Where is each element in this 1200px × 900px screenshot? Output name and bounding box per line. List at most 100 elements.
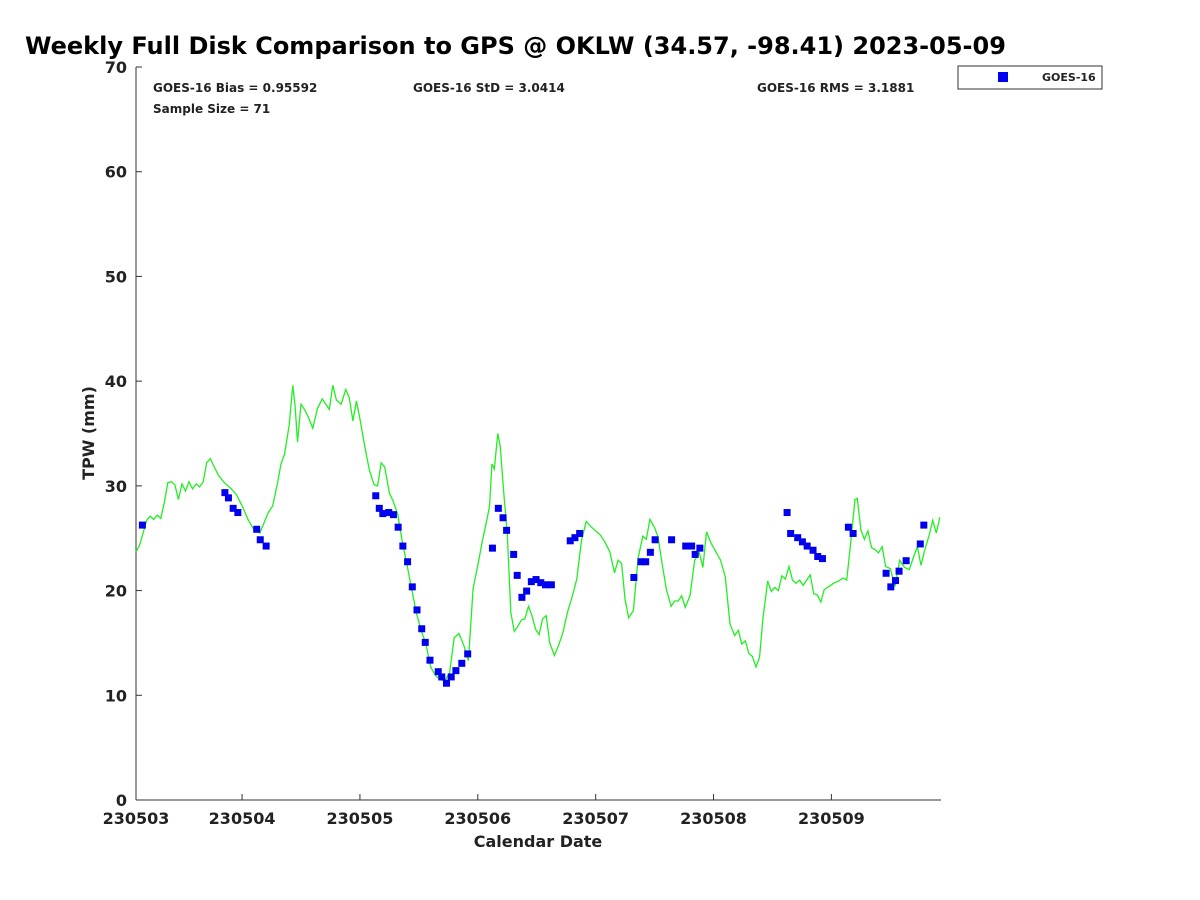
goes16-data-point — [566, 537, 574, 545]
y-tick-label: 60 — [105, 163, 127, 182]
goes16-data-point — [442, 679, 450, 687]
goes16-data-point — [818, 555, 826, 563]
goes16-data-point — [651, 536, 659, 544]
plot-axes — [135, 67, 941, 801]
sample-size-stat: Sample Size = 71 — [153, 102, 270, 116]
goes16-data-point — [418, 625, 426, 633]
goes16-data-point — [447, 673, 455, 681]
goes16-data-point — [532, 576, 540, 584]
goes16-data-point — [399, 542, 407, 550]
goes16-data-point — [253, 525, 261, 533]
goes16-data-point — [385, 509, 393, 517]
std-stat: GOES-16 StD = 3.0414 — [413, 81, 565, 95]
goes16-data-point — [488, 544, 496, 552]
x-axis-label: Calendar Date — [474, 832, 603, 851]
goes16-data-point — [234, 509, 242, 517]
legend-label: GOES-16 — [1042, 71, 1096, 84]
goes16-data-point — [541, 581, 549, 589]
goes16-data-point — [527, 578, 535, 586]
goes16-data-point — [518, 593, 526, 601]
goes16-data-point — [637, 558, 645, 566]
goes16-data-point — [503, 526, 511, 534]
goes16-data-point — [646, 548, 654, 556]
goes16-data-point — [421, 638, 429, 646]
goes16-data-point — [438, 673, 446, 681]
goes16-data-point — [537, 579, 545, 587]
goes16-data-point — [394, 523, 402, 531]
goes16-data-point — [494, 504, 502, 512]
goes16-data-point — [523, 587, 531, 595]
goes16-data-point — [375, 504, 383, 512]
goes16-data-point — [696, 544, 704, 552]
y-tick-label: 0 — [116, 791, 127, 810]
goes16-data-point — [229, 504, 237, 512]
goes16-data-point — [630, 573, 638, 581]
x-axis-ticks: 230503 230504 230505 230506 230507 230508 2305… — [103, 794, 865, 828]
goes16-data-point — [668, 536, 676, 544]
goes16-data-point — [372, 492, 380, 500]
goes16-data-point — [499, 514, 507, 522]
goes16-data-point — [224, 494, 232, 502]
goes16-data-point — [794, 534, 802, 542]
goes16-data-point — [452, 667, 460, 675]
x-tick-label: 230504 — [209, 809, 276, 828]
goes16-data-point — [916, 540, 924, 548]
x-tick-label: 230509 — [798, 809, 865, 828]
goes16-data-point — [389, 511, 397, 519]
x-tick-label: 230507 — [562, 809, 629, 828]
goes16-data-point — [895, 567, 903, 575]
goes16-data-point — [404, 558, 412, 566]
x-tick-label: 230503 — [103, 809, 170, 828]
x-tick-label: 230506 — [444, 809, 511, 828]
legend-box — [957, 65, 1103, 90]
goes16-data-point — [783, 509, 791, 517]
goes16-data-point — [682, 542, 690, 550]
goes16-data-point — [902, 557, 910, 565]
goes16-data-point — [413, 606, 421, 614]
legend-marker-square — [998, 72, 1008, 82]
goes16-data-point — [547, 581, 555, 589]
y-tick-label: 40 — [105, 372, 127, 391]
goes16-data-point — [408, 583, 416, 591]
y-tick-label: 30 — [105, 477, 127, 496]
goes16-data-point — [887, 583, 895, 591]
goes16-data-point — [691, 550, 699, 558]
goes16-data-point — [571, 534, 579, 542]
goes16-data-point — [434, 668, 442, 676]
y-tick-label: 70 — [105, 58, 127, 77]
goes16-data-point — [221, 489, 229, 497]
x-tick-label: 230508 — [680, 809, 747, 828]
goes16-data-point — [844, 523, 852, 531]
y-tick-label: 50 — [105, 267, 127, 286]
goes16-data-point — [513, 571, 521, 579]
stats-annotations: GOES-16 Bias = 0.95592 GOES-16 StD = 3.0… — [153, 81, 914, 116]
goes16-data-point — [892, 577, 900, 585]
goes16-data-point — [809, 546, 817, 554]
goes16-data-point — [464, 650, 472, 658]
goes16-data-point — [849, 529, 857, 537]
goes16-data-point — [798, 538, 806, 546]
goes16-data-point — [688, 542, 696, 550]
goes16-data-point — [787, 529, 795, 537]
bias-stat: GOES-16 Bias = 0.95592 — [153, 81, 317, 95]
goes16-data-point — [138, 521, 146, 529]
goes16-data-point — [920, 521, 928, 529]
y-axis-ticks: 0 10 20 30 40 50 60 70 — [105, 58, 142, 810]
x-tick-label: 230505 — [327, 809, 394, 828]
gps-tpw-line — [135, 385, 941, 682]
goes16-data-point — [510, 550, 518, 558]
goes16-data-point — [576, 529, 584, 537]
y-axis-label: TPW (mm) — [79, 386, 98, 480]
y-tick-label: 20 — [105, 582, 127, 601]
goes16-data-point — [256, 536, 264, 544]
goes16-data-point — [882, 569, 890, 577]
goes16-data-point — [803, 542, 811, 550]
goes16-data-point — [262, 542, 270, 550]
legend: GOES-16 — [957, 65, 1103, 90]
goes16-data-point — [458, 659, 466, 667]
y-tick-label: 10 — [105, 686, 127, 705]
goes16-data-point — [426, 656, 434, 664]
goes16-data-point — [379, 510, 387, 518]
goes16-data-point — [642, 558, 650, 566]
